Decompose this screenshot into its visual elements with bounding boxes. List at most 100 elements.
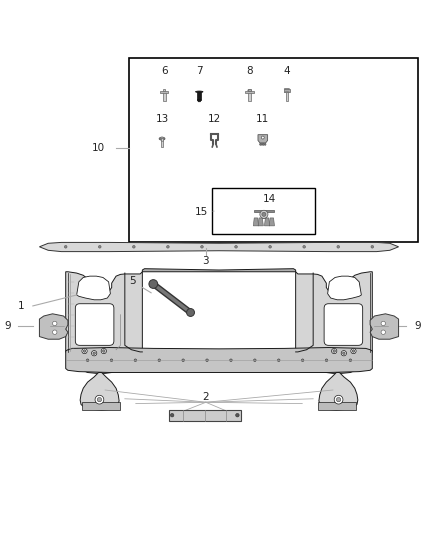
- Circle shape: [170, 414, 174, 417]
- Text: 6: 6: [161, 66, 168, 76]
- Ellipse shape: [265, 143, 266, 146]
- Bar: [286, 92, 288, 101]
- Bar: [245, 91, 254, 93]
- Polygon shape: [328, 276, 361, 300]
- Bar: [129, 59, 418, 243]
- Circle shape: [133, 246, 135, 248]
- Text: 1: 1: [18, 301, 24, 311]
- Polygon shape: [142, 269, 296, 272]
- Circle shape: [332, 349, 337, 354]
- Text: 9: 9: [414, 321, 420, 330]
- Circle shape: [64, 246, 67, 248]
- Circle shape: [381, 321, 385, 326]
- Bar: [161, 138, 163, 141]
- Circle shape: [334, 395, 343, 404]
- Bar: [163, 88, 165, 91]
- Polygon shape: [269, 218, 275, 226]
- Polygon shape: [265, 218, 270, 226]
- Bar: [318, 402, 356, 410]
- Bar: [198, 92, 201, 100]
- Circle shape: [371, 246, 374, 248]
- Circle shape: [158, 359, 161, 361]
- Circle shape: [102, 350, 105, 352]
- Circle shape: [303, 246, 305, 248]
- Polygon shape: [253, 218, 258, 226]
- Circle shape: [53, 321, 57, 326]
- Text: 14: 14: [263, 194, 276, 204]
- Ellipse shape: [159, 137, 165, 140]
- Text: 10: 10: [92, 143, 105, 154]
- Text: 13: 13: [155, 114, 169, 124]
- Text: 2: 2: [202, 392, 209, 402]
- Circle shape: [110, 359, 113, 361]
- Circle shape: [301, 359, 304, 361]
- Polygon shape: [296, 272, 372, 374]
- Bar: [169, 410, 241, 421]
- Circle shape: [349, 359, 352, 361]
- Circle shape: [206, 359, 208, 361]
- Circle shape: [260, 210, 268, 219]
- Text: 12: 12: [208, 114, 221, 124]
- Text: 8: 8: [246, 66, 253, 76]
- Bar: [284, 89, 290, 92]
- Circle shape: [261, 136, 264, 139]
- Ellipse shape: [160, 137, 164, 139]
- Ellipse shape: [263, 143, 264, 146]
- Text: 4: 4: [283, 66, 290, 76]
- Circle shape: [341, 351, 346, 356]
- Circle shape: [351, 349, 356, 354]
- Polygon shape: [66, 272, 142, 374]
- Bar: [248, 90, 251, 91]
- Bar: [82, 402, 120, 410]
- Ellipse shape: [284, 88, 290, 90]
- Bar: [262, 211, 266, 218]
- Circle shape: [277, 359, 280, 361]
- Ellipse shape: [260, 143, 261, 146]
- Bar: [248, 92, 251, 101]
- Circle shape: [97, 398, 102, 402]
- Circle shape: [93, 352, 95, 354]
- Ellipse shape: [261, 143, 263, 146]
- Circle shape: [149, 280, 158, 288]
- Polygon shape: [370, 314, 399, 339]
- Bar: [212, 188, 315, 233]
- Circle shape: [83, 350, 86, 352]
- Circle shape: [201, 246, 203, 248]
- Bar: [254, 209, 274, 212]
- Circle shape: [235, 246, 237, 248]
- Text: 15: 15: [195, 207, 208, 217]
- Circle shape: [325, 359, 328, 361]
- Ellipse shape: [248, 90, 251, 91]
- Text: 3: 3: [202, 256, 209, 266]
- FancyBboxPatch shape: [324, 304, 363, 345]
- Circle shape: [262, 212, 266, 216]
- Polygon shape: [319, 373, 358, 410]
- Polygon shape: [258, 135, 268, 143]
- Text: 9: 9: [4, 321, 11, 330]
- Circle shape: [82, 349, 87, 354]
- Circle shape: [182, 359, 184, 361]
- Circle shape: [95, 395, 104, 404]
- Text: 5: 5: [129, 276, 136, 286]
- Circle shape: [343, 352, 345, 354]
- Text: 11: 11: [256, 114, 269, 124]
- Circle shape: [333, 350, 336, 352]
- Circle shape: [92, 351, 97, 356]
- Bar: [160, 91, 168, 93]
- Circle shape: [86, 359, 89, 361]
- Ellipse shape: [195, 91, 203, 93]
- Circle shape: [381, 330, 385, 334]
- Circle shape: [53, 330, 57, 334]
- Bar: [163, 92, 166, 101]
- Circle shape: [230, 359, 232, 361]
- Polygon shape: [39, 314, 68, 339]
- Circle shape: [352, 350, 355, 352]
- Circle shape: [134, 359, 137, 361]
- FancyBboxPatch shape: [75, 304, 114, 345]
- Polygon shape: [258, 218, 263, 226]
- Polygon shape: [39, 243, 399, 252]
- Circle shape: [236, 414, 239, 417]
- Polygon shape: [80, 373, 119, 410]
- Polygon shape: [77, 276, 110, 300]
- Polygon shape: [198, 100, 201, 102]
